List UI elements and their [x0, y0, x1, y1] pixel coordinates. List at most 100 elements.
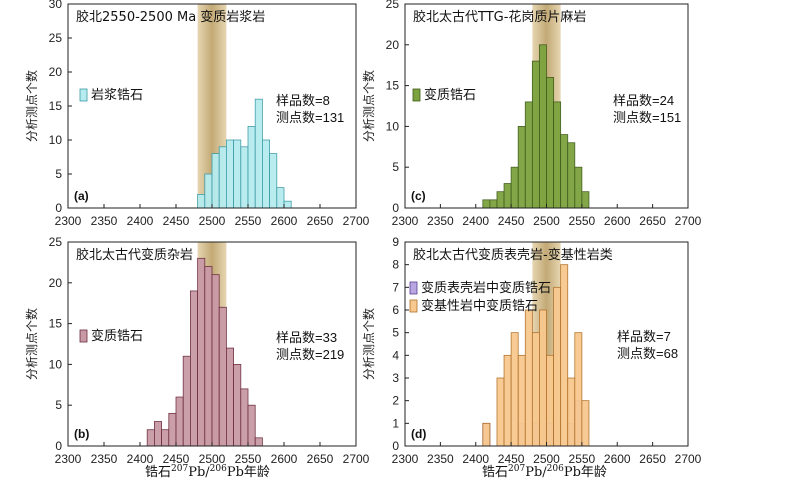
bar-green-2410	[482, 199, 491, 209]
y-tick-label: 2	[392, 394, 399, 408]
y-tick-label: 5	[55, 398, 62, 412]
bar-maroon-2410	[146, 429, 155, 447]
panel-b-bars	[146, 242, 263, 447]
y-tick-label: 5	[392, 326, 399, 340]
bar-orange-2470	[524, 309, 533, 447]
panel-d-bars	[482, 242, 590, 447]
y-tick-label: 10	[386, 119, 400, 133]
panel-a-ylabel: 分析测点个数	[24, 70, 39, 142]
bar-green-2530	[567, 142, 576, 209]
x-tick-label: 2300	[392, 214, 419, 228]
x-tick-label: 2700	[675, 452, 702, 466]
panel-a-axes: 2300 2350 2400 2450 2500 2550 2600 2650 2700 0 5 10…	[49, 0, 370, 228]
bar-orange-2450	[510, 332, 519, 447]
x-tick-label: 2400	[127, 452, 154, 466]
bar-green-2550	[581, 191, 590, 209]
panel-c-ylabel: 分析测点个数	[361, 70, 376, 142]
x-tick-label: 2400	[127, 214, 154, 228]
x-tick-label: 2700	[343, 214, 370, 228]
bar-cyan-2480	[197, 193, 206, 209]
bar-cyan-2580	[269, 153, 278, 209]
panel-a-label: (a)	[74, 189, 89, 203]
x-tick-label: 2300	[392, 452, 419, 466]
bar-green-2510	[553, 101, 562, 209]
bar-cyan-2520	[225, 139, 234, 209]
panel-d-label: (d)	[411, 427, 426, 441]
bar-orange-2430	[496, 377, 505, 447]
x-tick-label: 2350	[91, 214, 118, 228]
x-tick-label: 2450	[163, 214, 190, 228]
bar-green-2500	[546, 77, 554, 209]
bar-maroon-2420	[153, 421, 162, 447]
y-tick-label: 0	[55, 201, 62, 215]
legend-swatch	[79, 88, 88, 102]
bar-maroon-2480	[197, 257, 206, 447]
panel-a-point-count: 测点数=131	[276, 110, 344, 125]
x-tick-label: 2600	[271, 214, 298, 228]
panel-b-sample-count: 样品数=33	[276, 330, 337, 345]
y-tick-label: 20	[386, 38, 400, 52]
panel-d: 2300 2350 2400 2450 2500 2550 2600 2650 2700 0 1 2 3…	[361, 235, 702, 466]
panel-b-ylabel: 分析测点个数	[24, 308, 39, 380]
bar-maroon-2510	[218, 306, 227, 447]
panel-a-title: 胶北2550-2500 Ma 变质岩浆岩	[76, 9, 265, 25]
bar-green-2450	[510, 166, 519, 209]
x-tick-label: 2600	[604, 214, 631, 228]
x-tick-label: 2300	[55, 214, 82, 228]
x-tick-label: 2700	[675, 214, 702, 228]
bar-green-2540	[574, 166, 583, 209]
bar-maroon-2520	[225, 347, 234, 447]
legend-swatch	[409, 281, 418, 295]
bar-cyan-2570	[261, 139, 270, 209]
y-tick-label: 0	[392, 201, 399, 215]
bar-cyan-2550	[247, 126, 256, 209]
y-tick-label: 15	[49, 99, 63, 113]
bar-orange-2530	[567, 377, 576, 447]
panel-d-point-count: 测点数=68	[617, 346, 678, 361]
x-tick-label: 2650	[639, 214, 666, 228]
y-tick-label: 25	[49, 31, 63, 45]
legend-swatch	[412, 88, 421, 102]
bar-green-2520	[560, 134, 569, 209]
x-tick-label: 2500	[533, 214, 560, 228]
bar-green-2420	[489, 199, 498, 209]
panel-c-point-count: 测点数=151	[613, 110, 681, 125]
x-tick-label: 2550	[569, 452, 596, 466]
panel-c: 2300 2350 2400 2450 2500 2550 2600 2650 2700 0 5 10…	[361, 0, 702, 228]
panel-b-point-count: 测点数=219	[276, 347, 344, 362]
bar-maroon-2540	[240, 388, 249, 447]
bar-orange-2410	[482, 422, 491, 447]
panel-b-axes: 2300 2350 2400 2450 2500 2550 2600 2650 2700 0 5 10…	[49, 235, 370, 466]
y-tick-label: 6	[392, 303, 399, 317]
bar-cyan-2540	[240, 146, 249, 209]
y-tick-label: 10	[49, 133, 63, 147]
legend-label: 变质锆石	[424, 87, 476, 102]
bar-green-2460	[517, 126, 526, 209]
y-tick-label: 0	[55, 439, 62, 453]
y-tick-label: 30	[49, 0, 63, 11]
bar-cyan-2600	[283, 200, 292, 209]
bar-orange-2440	[503, 354, 512, 447]
y-tick-label: 7	[392, 280, 399, 294]
x-tick-label: 2400	[462, 214, 489, 228]
bar-cyan-2510	[218, 146, 227, 209]
x-tick-label: 2500	[533, 452, 560, 466]
y-tick-label: 5	[392, 160, 399, 174]
bar-green-2470	[524, 101, 533, 209]
legend-swatch	[409, 299, 418, 313]
y-tick-label: 8	[392, 258, 399, 272]
bar-maroon-2530	[233, 363, 242, 447]
x-tick-label: 2450	[163, 452, 190, 466]
bar-maroon-2490	[204, 266, 213, 447]
bar-cyan-2490	[204, 173, 213, 209]
x-tick-label: 2550	[569, 214, 596, 228]
y-tick-label: 25	[49, 235, 63, 249]
bar-orange-2460	[517, 354, 526, 447]
bar-maroon-2500	[211, 274, 220, 447]
bar-maroon-2550	[247, 404, 256, 447]
legend-label: 变基性岩中变质锆石	[421, 298, 538, 313]
y-tick-label: 15	[386, 79, 400, 93]
y-tick-label: 4	[392, 348, 399, 362]
